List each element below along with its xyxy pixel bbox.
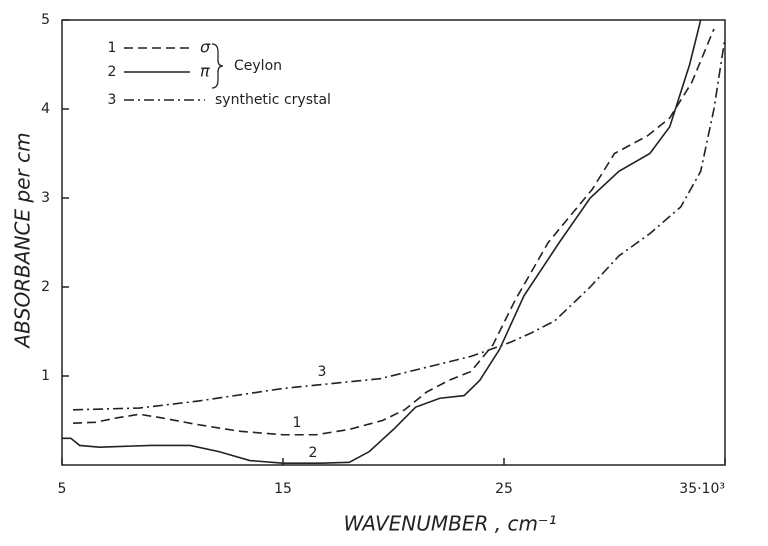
legend-number: 3 (108, 92, 117, 108)
legend-number: 2 (108, 64, 117, 80)
series-line (73, 37, 725, 411)
curve-label: 1 (293, 415, 302, 431)
x-tick-label: 15 (274, 481, 292, 497)
legend-brace (211, 43, 224, 89)
x-tick-label: 5 (58, 481, 67, 497)
legend-label: σ (200, 38, 211, 57)
legend-group-label: Ceylon (234, 58, 282, 74)
plot-layer (62, 20, 725, 465)
series-line (73, 28, 715, 436)
legend-number: 1 (108, 40, 117, 56)
y-tick-label: 2 (41, 279, 50, 295)
series-line (62, 20, 702, 465)
y-tick-label: 4 (41, 101, 50, 117)
x-axis-label: WAVENUMBER , cm⁻¹ (343, 512, 556, 536)
y-axis-label: ABSORBANCE per cm (11, 132, 35, 349)
y-tick-label: 5 (41, 12, 50, 28)
legend-label: π (200, 62, 210, 81)
plot-frame (61, 19, 726, 466)
legend-label: synthetic crystal (215, 92, 331, 108)
curve-label: 2 (309, 445, 318, 461)
y-tick-label: 3 (41, 190, 50, 206)
y-tick-label: 1 (41, 368, 50, 384)
x-tick-label: 35·10³ (679, 481, 725, 497)
curve-label: 3 (318, 364, 327, 380)
x-tick-label: 25 (495, 481, 513, 497)
